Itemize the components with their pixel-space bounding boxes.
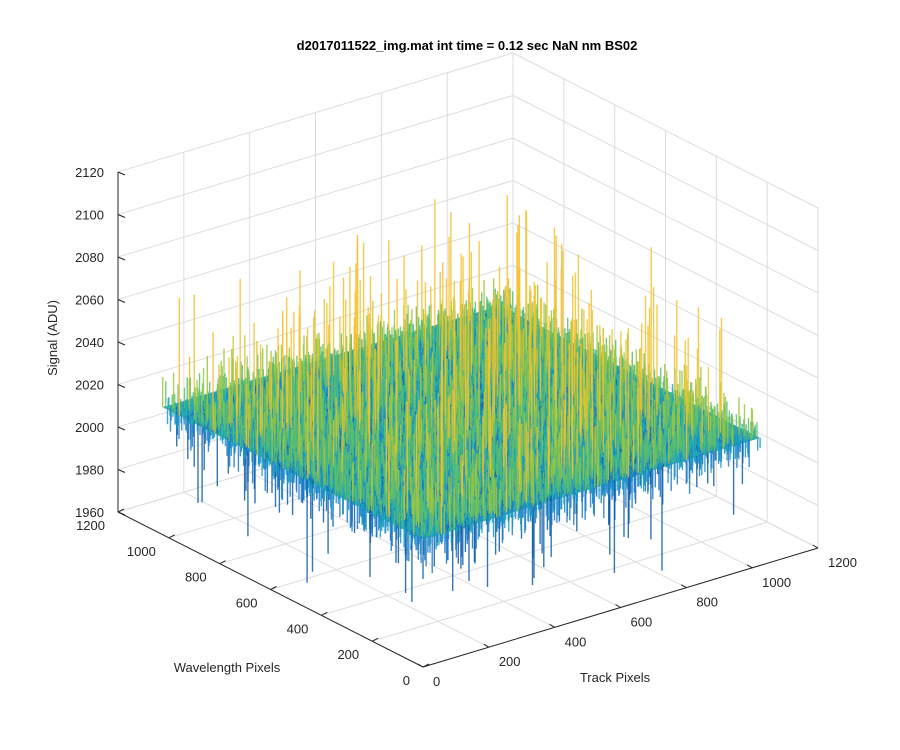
- surface-layer: [161, 195, 761, 602]
- grid-line-floor-y: [372, 521, 768, 642]
- grid-line-wall-z: [512, 52, 819, 209]
- grid-line-wall-z: [117, 265, 514, 385]
- grid-line-wall-z: [512, 222, 819, 379]
- grid-line-wall-z: [512, 137, 819, 294]
- grid-line-wall-z: [512, 265, 819, 421]
- grid-line-wall-z: [117, 52, 514, 173]
- grid-line-wall-z: [512, 180, 819, 336]
- grid-line-wall-z: [512, 307, 819, 464]
- grid-line-wall-z: [117, 95, 514, 215]
- grid-line-wall-z: [117, 137, 514, 258]
- grid-line-wall-z: [117, 180, 514, 300]
- grid-line-wall-z: [117, 222, 514, 343]
- grid-line-wall-z: [512, 95, 819, 251]
